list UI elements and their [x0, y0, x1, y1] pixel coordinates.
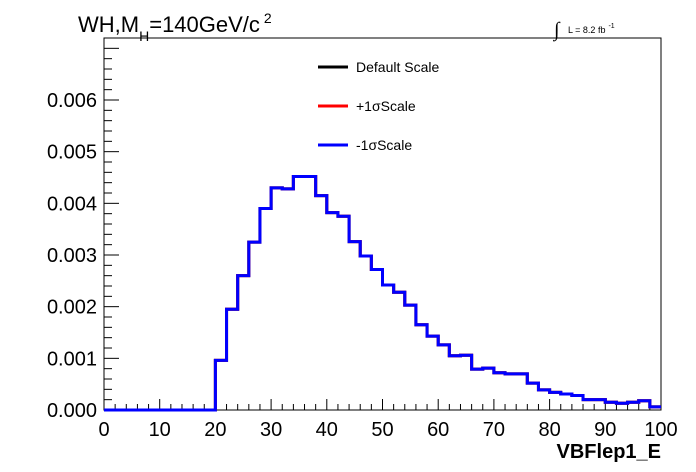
chart-title: WH,MH=140GeV/c 2: [78, 10, 272, 44]
series-layer: [104, 174, 661, 412]
y-tick-label: 0.006: [47, 90, 97, 112]
x-tick-label: 60: [427, 419, 449, 441]
x-tick-label: 100: [644, 419, 677, 441]
series-line-1: [104, 174, 661, 412]
y-tick-label: 0.001: [47, 348, 97, 370]
title-superscript: 2: [264, 10, 272, 26]
x-axis: 0 10 20 30 40 50 60 70 80 90 100: [98, 399, 678, 441]
integral-sign: ∫: [552, 19, 561, 42]
x-tick-label: 50: [371, 419, 393, 441]
y-tick-label: 0.004: [47, 193, 97, 215]
y-tick-label: 0.002: [47, 297, 97, 319]
x-axis-label: VBFlep1_E: [557, 441, 661, 463]
x-tick-label: 40: [316, 419, 338, 441]
title-main: WH,M: [78, 12, 139, 37]
legend: Default Scale +1σScale -1σScale: [318, 59, 439, 153]
luminosity-label: L = 8.2 fb -1: [568, 23, 615, 35]
x-tick-label: 90: [594, 419, 616, 441]
series-line-2: [104, 174, 661, 412]
x-tick-label: 0: [98, 419, 109, 441]
series-line-0: [104, 174, 661, 412]
x-tick-label: 30: [260, 419, 282, 441]
x-tick-label: 10: [149, 419, 171, 441]
y-tick-label: 0.003: [47, 245, 97, 267]
y-axis: 0.000 0.001 0.002 0.003 0.004 0.005 0.006: [47, 37, 119, 422]
title-subscript: H: [139, 28, 149, 44]
legend-label: -1σScale: [356, 137, 412, 153]
luminosity-text: L = 8.2 fb: [568, 25, 605, 35]
y-tick-label: 0.000: [47, 400, 97, 422]
title-rest: =140GeV/c: [149, 12, 260, 37]
luminosity-superscript: -1: [608, 23, 614, 30]
legend-label: Default Scale: [356, 59, 439, 75]
x-tick-label: 70: [483, 419, 505, 441]
y-tick-label: 0.005: [47, 142, 97, 164]
legend-label: +1σScale: [356, 98, 416, 114]
x-tick-label: 80: [538, 419, 560, 441]
x-tick-label: 20: [204, 419, 226, 441]
plot-frame: [103, 37, 662, 411]
